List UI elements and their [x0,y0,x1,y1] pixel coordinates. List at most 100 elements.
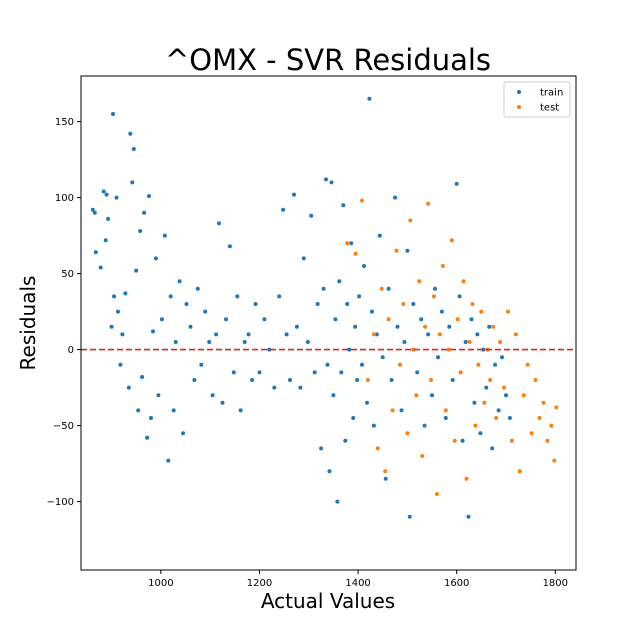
train-point [111,112,115,116]
test-point [420,454,425,458]
x-tick-label: 1000 [148,578,173,589]
train-point [329,180,334,185]
train-point [131,147,136,151]
train-point [325,362,330,367]
train-point [140,375,145,379]
train-point [343,438,348,443]
test-point [360,198,364,203]
train-point [235,294,240,299]
test-point [464,476,469,481]
train-point [500,355,504,360]
train-point [504,393,508,398]
train-point [312,370,317,375]
train-point [136,408,141,413]
train-point [481,347,486,352]
test-point [379,286,384,291]
train-point [443,416,448,420]
train-point [371,423,376,428]
test-point [398,362,402,367]
test-point [517,469,522,474]
x-tick-label: 1200 [247,578,272,589]
y-tick-label: −100 [47,497,74,508]
train-point [93,250,98,255]
legend-label-test: test [540,103,559,114]
train-point [426,332,431,337]
x-axis: 1000 1200 1400 1600 1800 [148,570,568,589]
train-point [493,362,498,367]
train-point [315,302,320,306]
test-point [521,393,526,398]
train-point [109,324,114,329]
train-point [181,431,186,436]
test-point [494,416,499,420]
points-layer [90,96,559,519]
train-point [288,378,292,382]
train-point [327,469,332,474]
test-point [549,423,554,428]
train-point [335,499,340,504]
test-point [506,309,510,314]
train-point [281,207,286,212]
train-point [430,393,434,398]
train-point [309,213,314,218]
train-point [188,324,193,329]
train-point [496,408,501,413]
train-point [347,347,352,352]
train-point [436,355,440,360]
test-point [488,378,493,382]
train-point [192,378,197,382]
test-point [458,370,463,375]
x-tick-label: 1400 [345,578,370,589]
y-tick-label: 50 [61,269,74,280]
train-point [457,294,462,299]
train-point [319,446,324,451]
y-tick-label: −50 [53,421,74,432]
test-point [375,446,380,451]
train-point [153,256,158,261]
test-point [432,294,436,299]
test-point [426,201,431,206]
y-tick-label: 150 [55,117,74,128]
plot-area [81,76,576,570]
train-point [374,332,379,337]
train-point [162,233,167,238]
train-point [138,229,143,233]
train-point [298,385,303,390]
x-tick-label: 1800 [543,578,568,589]
train-point [339,370,344,375]
plot-frame [80,75,577,571]
train-point [415,370,420,375]
train-point [156,393,161,398]
test-point [443,408,448,413]
test-point [353,251,358,256]
train-point [227,244,232,249]
train-point [301,256,306,261]
train-point [447,324,452,329]
train-point [142,210,147,215]
train-point [337,279,342,284]
train-point [92,210,97,215]
test-point [513,332,518,337]
train-point [104,192,109,197]
train-point [341,203,346,208]
train-point [360,362,364,367]
train-point [478,431,483,436]
test-point [470,302,475,306]
train-point [377,233,382,238]
test-point [411,347,416,352]
train-point [353,324,358,329]
train-point [214,332,219,337]
y-tick-label: 100 [55,193,74,204]
train-point [103,238,108,243]
test-point [371,332,376,337]
train-point [393,195,398,200]
test-point [414,393,419,398]
train-point [460,438,465,443]
x-tick-label: 1600 [444,578,469,589]
train-point [250,378,255,382]
train-point [126,385,131,390]
train-point [238,408,243,413]
train-point [433,286,437,291]
test-point [437,332,442,337]
train-point [101,189,106,194]
